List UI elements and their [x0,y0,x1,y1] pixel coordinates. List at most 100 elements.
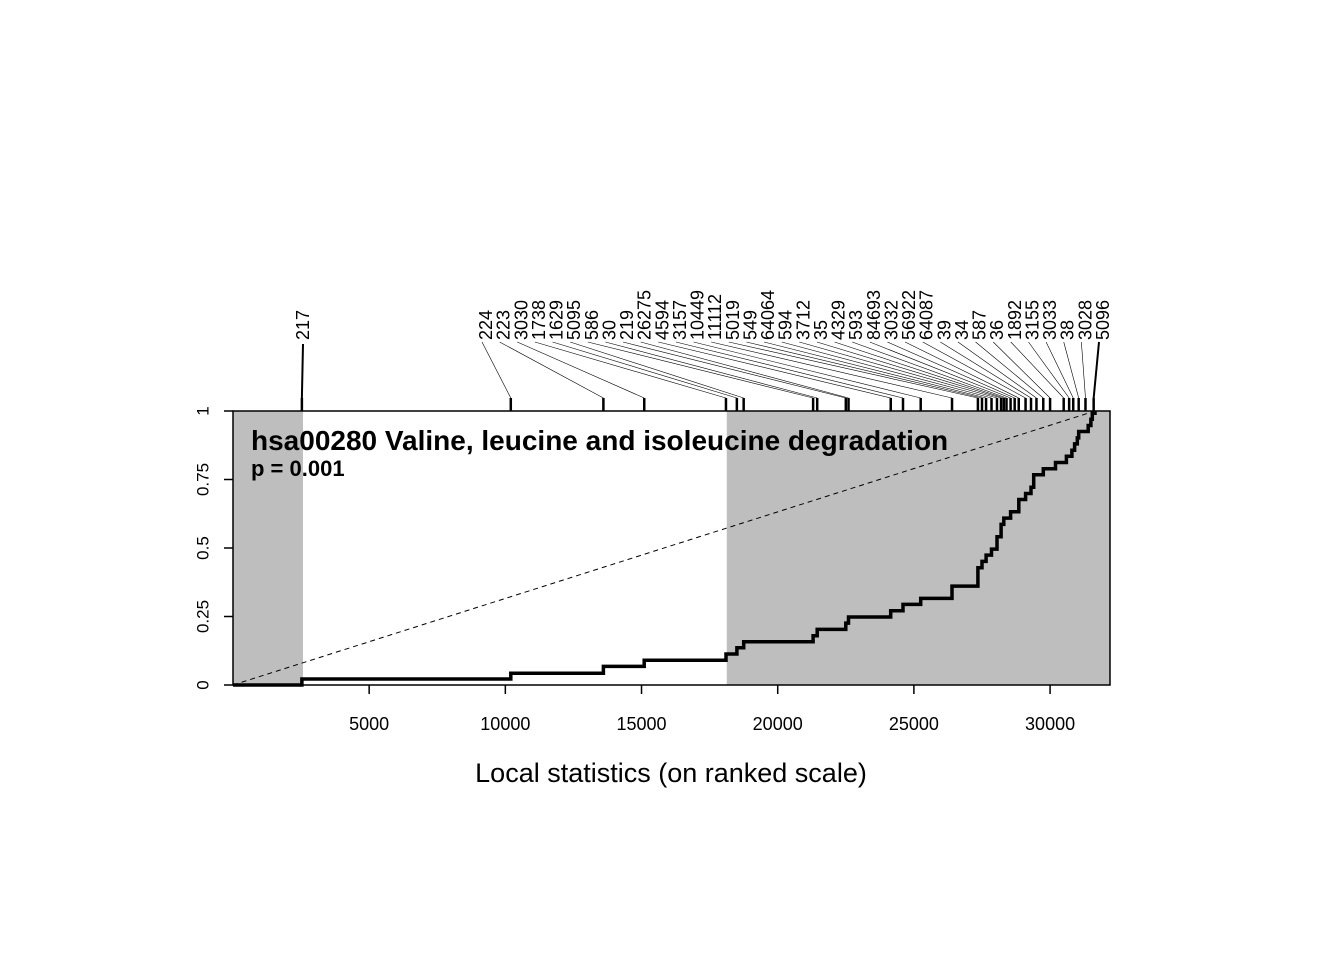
label-connector [1010,341,1064,399]
y-tick-label: 0.75 [194,463,213,496]
label-connector [658,341,891,399]
gene-label: 219 [617,310,637,340]
gene-label: 64087 [917,290,937,340]
gene-label: 5095 [564,300,584,340]
series-line [233,411,1097,687]
gene-label: 5096 [1093,300,1113,340]
x-tick-label: 15000 [616,714,666,734]
gene-label: 4594 [652,300,672,340]
gene-label: 3712 [793,300,813,340]
shaded-region [726,411,1110,685]
x-tick-label: 25000 [889,714,939,734]
gene-label: 3033 [1040,300,1060,340]
gene-rug [300,398,1095,411]
label-connector [640,341,849,399]
label-connector [587,341,814,399]
gene-label: 34 [952,320,972,340]
gene-label: 26275 [635,290,655,340]
x-axis-label: Local statistics (on ranked scale) [475,758,867,788]
gene-label: 3028 [1075,300,1095,340]
gene-label: 38 [1058,320,1078,340]
label-connector [605,341,818,399]
gene-label: 3030 [511,300,531,340]
gene-label: 3155 [1022,300,1042,340]
x-tick-label: 20000 [753,714,803,734]
label-connector [300,343,304,399]
x-tick-label: 5000 [349,714,389,734]
gene-label: 3032 [881,300,901,340]
label-connector [975,341,1044,399]
gene-label: 84693 [864,290,884,340]
shaded-region [233,411,303,685]
label-connector [852,341,1007,399]
label-connector [834,341,1004,399]
x-axis: 5000 10000 15000 20000 25000 30000 [349,685,1075,734]
label-connector [693,341,921,399]
label-connector [993,341,1051,399]
x-tick-label: 10000 [480,714,530,734]
label-connectors [300,341,1100,399]
label-connector [534,341,727,399]
gene-label: 223 [494,310,514,340]
gene-label: 56922 [899,290,919,340]
gene-label: 30 [599,320,619,340]
gene-label: 5019 [723,300,743,340]
gene-label: 36 [987,320,1007,340]
label-connector [1092,341,1100,399]
label-connector [816,341,1002,399]
label-connector [799,341,998,399]
gene-label: 224 [476,310,496,340]
label-connector [675,341,904,399]
label-connector [746,341,983,399]
gene-label: 586 [582,310,602,340]
gene-label: 587 [970,310,990,340]
label-connector [711,341,953,399]
gene-label: 4329 [829,300,849,340]
chart-subtitle: p = 0.001 [251,456,345,481]
y-tick-label: 0 [194,680,213,689]
gene-label: 217 [293,310,313,340]
label-connector [622,341,846,399]
label-connector [957,341,1037,399]
y-tick-label: 0.25 [194,600,213,633]
label-connector [570,341,744,399]
gene-label: 1892 [1005,300,1025,340]
gene-label: 1629 [547,300,567,340]
label-connector [1081,341,1086,399]
label-connector [922,341,1026,399]
gene-labels: 217 2242233030173816295095586302192627545… [293,290,1113,340]
label-connector [1028,341,1070,399]
reference-diagonal [232,410,1096,686]
gene-label: 35 [811,320,831,340]
label-connector [904,341,1019,399]
label-connector [552,341,737,399]
gene-label: 64064 [758,290,778,340]
gene-label: 549 [740,310,760,340]
gene-label: 10449 [688,290,708,340]
gene-label: 39 [934,320,954,340]
label-connector [940,341,1032,399]
label-connector [869,341,1011,399]
x-tick-label: 30000 [1025,714,1075,734]
label-connector [481,341,512,399]
chart-title: hsa00280 Valine, leucine and isoleucine … [251,425,948,456]
label-connector [1045,341,1074,399]
shaded-regions [233,411,1110,685]
gene-label: 593 [846,310,866,340]
label-connector [887,341,1015,399]
gene-label: 11112 [705,294,725,340]
label-connector [1063,341,1079,399]
label-connector [728,341,978,399]
label-connector [763,341,987,399]
y-axis: 0 0.25 0.5 0.75 1 [194,406,233,690]
gene-label: 1738 [529,300,549,340]
y-tick-label: 0.5 [194,536,213,560]
gene-label: 594 [776,310,796,340]
gene-label: 3157 [670,300,690,340]
y-tick-label: 1 [194,406,213,415]
label-connector [517,341,645,399]
label-connector [781,341,992,399]
label-connector [499,341,604,399]
